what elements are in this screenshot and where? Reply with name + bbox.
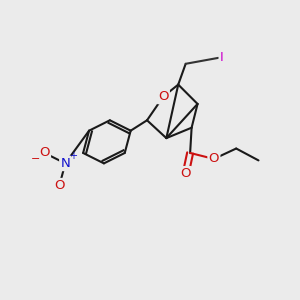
Text: O: O [54, 179, 64, 192]
Text: N: N [60, 157, 70, 170]
Text: O: O [158, 90, 169, 103]
Text: O: O [180, 167, 191, 180]
Text: +: + [69, 151, 77, 161]
Text: O: O [209, 152, 219, 165]
Text: I: I [220, 51, 224, 64]
Text: O: O [39, 146, 50, 160]
Text: −: − [31, 154, 40, 164]
